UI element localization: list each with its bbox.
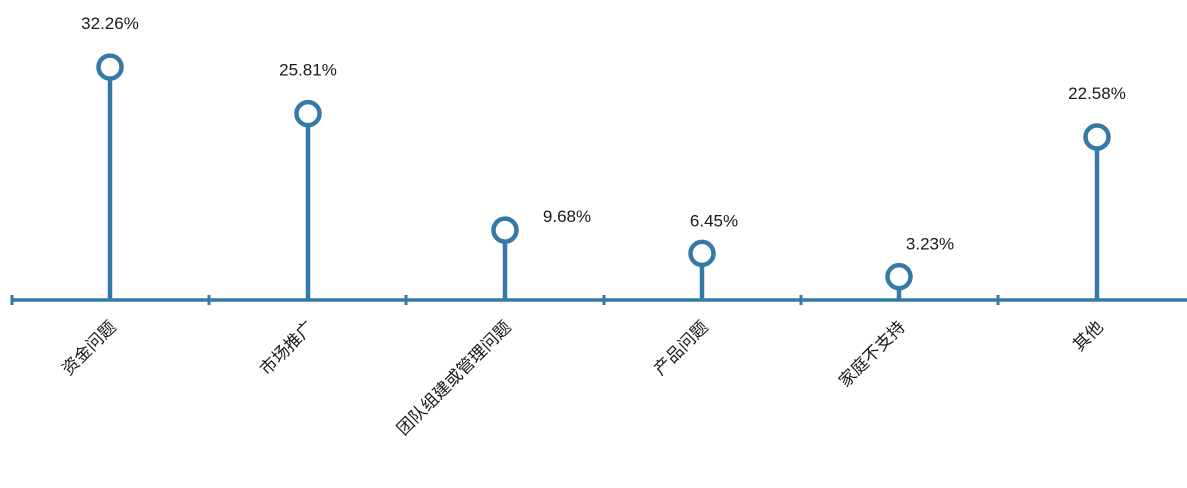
data-point-marker: [294, 99, 322, 128]
stems: [107, 79, 1100, 300]
data-point-marker: [96, 53, 124, 81]
markers: [96, 53, 1111, 291]
data-label: 3.23%: [906, 235, 954, 254]
category-label: 市场推广: [256, 317, 318, 379]
data-point-marker: [688, 239, 716, 268]
data-label: 22.58%: [1068, 84, 1126, 103]
category-label: 产品问题: [650, 317, 712, 379]
category-label: 资金问题: [58, 317, 120, 379]
data-point-marker: [885, 262, 913, 291]
data-labels: 32.26% 25.81% 9.68% 6.45% 3.23% 22.58%: [81, 14, 1126, 254]
data-label: 25.81%: [279, 61, 337, 80]
data-point-marker: [1083, 123, 1111, 151]
category-label: 家庭不支持: [835, 317, 909, 391]
data-label: 9.68%: [543, 207, 591, 226]
category-label: 团队组建或管理问题: [393, 317, 515, 439]
data-label: 6.45%: [690, 211, 738, 230]
x-axis: [10, 295, 1187, 305]
category-label: 其他: [1069, 317, 1107, 355]
data-label: 32.26%: [81, 14, 139, 33]
category-labels: 资金问题 市场推广 团队组建或管理问题 产品问题 家庭不支持 其他: [58, 317, 1107, 439]
data-point-marker: [491, 216, 519, 244]
